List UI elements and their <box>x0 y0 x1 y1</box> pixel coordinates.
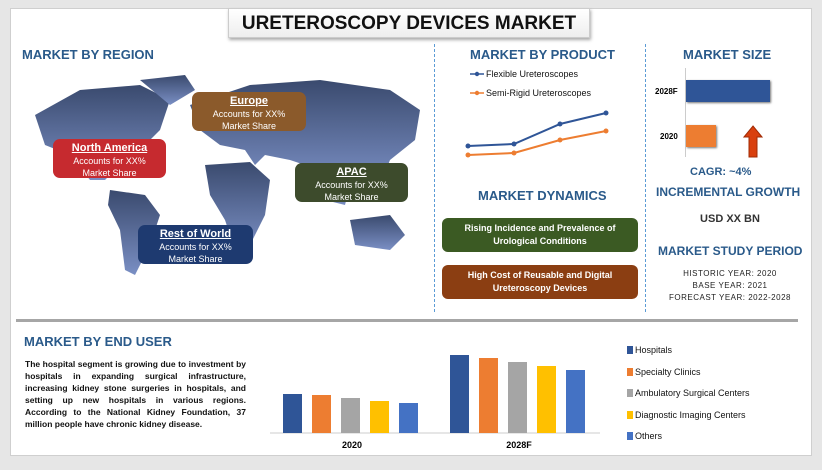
size-bar-2020 <box>686 125 717 147</box>
region-share-label: Market Share <box>168 254 223 264</box>
base-year: BASE YEAR: 2021 <box>692 281 768 290</box>
region-share-label: Market Share <box>324 192 379 202</box>
page-title: URETEROSCOPY DEVICES MARKET <box>228 8 590 38</box>
legend-item: Specialty Clinics <box>627 366 750 378</box>
end-user-legend: Hospitals Specialty Clinics Ambulatory Sur… <box>627 344 750 452</box>
region-europe[interactable]: Europe Accounts for XX% Market Share <box>192 92 306 131</box>
bar-2028f <box>508 362 527 433</box>
legend-item: Hospitals <box>627 344 750 356</box>
up-arrow-icon <box>743 125 763 158</box>
region-rest-of-world[interactable]: Rest of World Accounts for XX% Market Shar… <box>138 225 253 264</box>
region-share: Accounts for XX% <box>212 109 286 119</box>
cagr-value: CAGR: ~4% <box>690 166 752 178</box>
legend-label: Specialty Clinics <box>635 366 701 377</box>
bar-2028f <box>537 366 556 433</box>
data-point <box>511 150 517 156</box>
legend-item: Diagnostic Imaging Centers <box>627 409 750 421</box>
data-point <box>511 141 517 147</box>
product-line-chart <box>465 110 609 158</box>
historic-year: HISTORIC YEAR: 2020 <box>683 269 777 278</box>
legend-swatch <box>627 410 633 419</box>
region-share: Accounts for XX% <box>73 156 146 166</box>
legend-swatch <box>627 367 633 376</box>
region-name: APAC <box>336 166 367 178</box>
size-label-2028f: 2028F <box>655 87 678 96</box>
dynamics-heading: MARKET DYNAMICS <box>478 188 607 203</box>
x-tick-label: 2020 <box>342 440 362 450</box>
bar-2020 <box>370 401 389 433</box>
bar-2020 <box>283 394 302 433</box>
restraint-card: High Cost of Reusable and Digital Ureter… <box>442 265 638 299</box>
region-name: Rest of World <box>159 228 232 240</box>
legend-flexible: Flexible Ureteroscopes <box>470 68 578 80</box>
data-point <box>465 143 471 149</box>
legend-label: Diagnostic Imaging Centers <box>635 409 746 420</box>
legend-swatch <box>627 346 633 354</box>
driver-card: Rising Incidence and Prevalence of Urolo… <box>442 218 638 252</box>
bar-2028f <box>450 355 469 433</box>
study-period-heading: MARKET STUDY PERIOD <box>658 244 803 258</box>
region-apac[interactable]: APAC Accounts for XX% Market Share <box>295 163 408 202</box>
legend-marker <box>470 71 484 77</box>
legend-semi-rigid: Semi-Rigid Ureteroscopes <box>470 87 591 99</box>
region-share-label: Market Share <box>221 121 277 131</box>
end-user-bar-chart: 2020 2028F <box>270 355 600 450</box>
region-share-label: Market Share <box>82 168 137 178</box>
bar-2020 <box>399 403 418 433</box>
divider <box>434 44 435 312</box>
legend-swatch <box>627 432 633 440</box>
legend-label: Flexible Ureteroscopes <box>486 69 579 79</box>
x-tick-label: 2028F <box>506 440 532 450</box>
series-line <box>467 112 607 147</box>
legend-item: Others <box>627 430 750 442</box>
divider <box>645 44 646 312</box>
data-point <box>603 110 609 116</box>
size-heading: MARKET SIZE <box>683 47 772 62</box>
legend-label: Ambulatory Surgical Centers <box>635 388 750 398</box>
region-name: North America <box>71 142 148 154</box>
axis-line <box>685 68 686 157</box>
legend-label: Semi-Rigid Ureteroscopes <box>486 88 592 98</box>
data-point <box>557 121 563 127</box>
incremental-value: USD XX BN <box>700 213 760 225</box>
legend-item: Ambulatory Surgical Centers <box>627 387 750 399</box>
bar-2028f <box>566 370 585 433</box>
bar-2020 <box>312 395 331 433</box>
data-point <box>557 137 563 143</box>
section-divider <box>16 319 798 322</box>
legend-marker <box>470 90 484 96</box>
end-user-description: The hospital segment is growing due to i… <box>25 359 246 429</box>
region-share: Accounts for XX% <box>315 180 388 190</box>
region-share: Accounts for XX% <box>159 242 232 252</box>
data-point <box>603 128 609 134</box>
data-point <box>465 152 471 158</box>
size-bar-2028f <box>686 80 770 102</box>
bar-2020 <box>341 398 360 433</box>
bar-2028f <box>479 358 498 433</box>
size-label-2020: 2020 <box>660 132 678 141</box>
product-heading: MARKET BY PRODUCT <box>470 47 615 62</box>
region-heading: MARKET BY REGION <box>22 47 154 62</box>
forecast-year: FORECAST YEAR: 2022-2028 <box>669 293 791 302</box>
legend-label: Others <box>635 431 663 441</box>
legend-swatch <box>627 389 633 397</box>
end-user-heading: MARKET BY END USER <box>24 334 172 349</box>
incremental-heading: INCREMENTAL GROWTH <box>656 185 801 199</box>
series-line <box>467 130 607 156</box>
region-north-america[interactable]: North America Accounts for XX% Market Shar… <box>53 139 166 178</box>
legend-label: Hospitals <box>635 345 673 355</box>
region-name: Europe <box>230 95 268 107</box>
